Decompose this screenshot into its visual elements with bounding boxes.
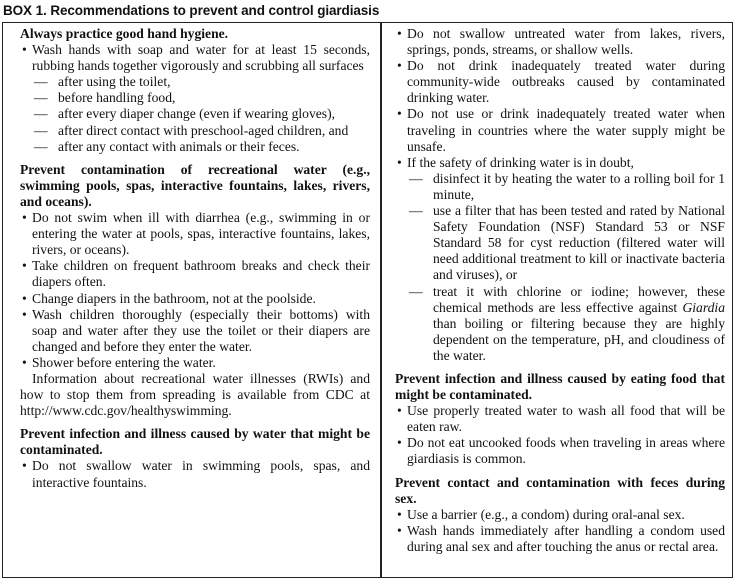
sub-item-text-after: than boiling or filtering because they a… xyxy=(433,315,725,363)
sub-list-item: — after any contact with animals or their… xyxy=(20,139,370,155)
item-text: Do not swim when ill with diarrhea (e.g.… xyxy=(32,210,370,258)
item-text: Shower before entering the water. xyxy=(32,354,216,370)
bullet-icon: • xyxy=(397,26,402,41)
info-paragraph: Information about recreational water ill… xyxy=(20,370,370,419)
list-item: • Take children on frequent bathroom brea… xyxy=(20,258,370,290)
bullet-icon: • xyxy=(397,106,402,122)
list-item: • Use properly treated water to wash all … xyxy=(395,403,725,435)
bullet-icon: • xyxy=(397,435,402,451)
sub-item-text: after any contact with animals or their … xyxy=(58,138,300,154)
section: Always practice good hand hygiene. • Wash … xyxy=(20,26,370,155)
list-item: • Do not drink inadequately treated water… xyxy=(395,58,725,106)
bullet-icon: • xyxy=(22,42,27,58)
bullet-icon: • xyxy=(22,258,27,274)
right-column: • Do not swallow untreated water from lak… xyxy=(395,26,725,562)
sub-item-text: treat it with chlorine or iodine; howeve… xyxy=(433,283,725,315)
section-heading: Always practice good hand hygiene. xyxy=(20,26,229,41)
bullet-icon: • xyxy=(22,354,27,370)
list-item: • If the safety of drinking water is in d… xyxy=(395,155,725,171)
item-text: Do not eat uncooked foods when traveling… xyxy=(407,435,725,467)
item-text: Wash hands immediately after handling a … xyxy=(407,522,725,554)
item-text: Do not use or drink inadequately treated… xyxy=(407,106,725,154)
dash-icon: — xyxy=(409,170,423,186)
italic-term: Giardia xyxy=(682,299,725,315)
section: • Do not swallow untreated water from lak… xyxy=(395,26,725,364)
section: Prevent contamination of recreational wa… xyxy=(20,162,370,420)
bullet-icon: • xyxy=(397,506,402,522)
item-text: Wash hands with soap and water for at le… xyxy=(32,42,370,74)
bullet-icon: • xyxy=(397,58,402,74)
section: Prevent contact and contamination with f… xyxy=(395,475,725,555)
item-text: Do not swallow untreated water from lake… xyxy=(407,26,725,58)
dash-icon: — xyxy=(34,90,48,106)
sub-item-text: before handling food, xyxy=(58,90,176,106)
bullet-icon: • xyxy=(22,290,27,306)
section-heading: Prevent contamination of recreational wa… xyxy=(20,161,370,209)
bullet-icon: • xyxy=(397,403,402,419)
left-column: Always practice good hand hygiene. • Wash … xyxy=(20,26,370,498)
sub-list-item: — use a filter that has been tested and r… xyxy=(395,203,725,283)
list-item: • Use a barrier (e.g., a condom) during o… xyxy=(395,507,725,523)
dash-icon: — xyxy=(409,203,423,219)
sub-list-item: — after using the toilet, xyxy=(20,74,370,90)
sub-list-item: — after direct contact with preschool-age… xyxy=(20,123,370,139)
list-item: • Do not swallow water in swimming pools,… xyxy=(20,458,370,490)
bullet-icon: • xyxy=(22,210,27,226)
sub-item-text: after direct contact with preschool-aged… xyxy=(58,122,349,138)
dash-icon: — xyxy=(34,74,48,90)
bullet-icon: • xyxy=(22,306,27,322)
dash-icon: — xyxy=(34,106,48,122)
sub-list-item: — disinfect it by heating the water to a … xyxy=(395,171,725,203)
item-text: If the safety of drinking water is in do… xyxy=(407,154,634,170)
item-text: Change diapers in the bathroom, not at t… xyxy=(32,290,316,306)
section: Prevent infection and illness caused by … xyxy=(395,371,725,468)
sub-item-text: disinfect it by heating the water to a r… xyxy=(433,170,725,202)
bullet-icon: • xyxy=(397,522,402,538)
sub-list-item: — treat it with chlorine or iodine; howev… xyxy=(395,284,725,364)
section: Prevent infection and illness caused by … xyxy=(20,426,370,490)
list-item: • Do not use or drink inadequately treate… xyxy=(395,106,725,154)
item-text: Take children on frequent bathroom break… xyxy=(32,258,370,290)
sub-list-item: — after every diaper change (even if wear… xyxy=(20,106,370,122)
column-divider xyxy=(380,22,382,578)
list-item: • Shower before entering the water. xyxy=(20,355,370,371)
box-title: BOX 1. Recommendations to prevent and co… xyxy=(3,3,380,18)
list-item: • Wash hands immediately after handling a… xyxy=(395,523,725,555)
dash-icon: — xyxy=(409,283,423,299)
list-item: • Do not swallow untreated water from lak… xyxy=(395,26,725,58)
list-item: • Wash children thoroughly (especially th… xyxy=(20,307,370,355)
list-item: • Do not swim when ill with diarrhea (e.g… xyxy=(20,210,370,258)
item-text: Do not swallow water in swimming pools, … xyxy=(32,458,370,490)
list-item: • Do not eat uncooked foods when travelin… xyxy=(395,435,725,467)
sub-list-item: — before handling food, xyxy=(20,90,370,106)
sub-item-text: after using the toilet, xyxy=(58,74,171,90)
sub-item-text: after every diaper change (even if weari… xyxy=(58,106,336,122)
item-text: Use properly treated water to wash all f… xyxy=(407,403,725,435)
section-heading: Prevent infection and illness caused by … xyxy=(395,370,725,403)
bullet-icon: • xyxy=(22,458,27,474)
dash-icon: — xyxy=(34,122,48,138)
item-text: Wash children thoroughly (especially the… xyxy=(32,306,370,354)
sub-item-text: use a filter that has been tested and ra… xyxy=(433,203,725,283)
item-text: Do not drink inadequately treated water … xyxy=(407,58,725,106)
section-heading: Prevent infection and illness caused by … xyxy=(20,426,370,458)
dash-icon: — xyxy=(34,138,48,154)
box-frame xyxy=(2,22,733,578)
list-item: • Wash hands with soap and water for at l… xyxy=(20,42,370,74)
bullet-icon: • xyxy=(397,154,402,170)
list-item: • Change diapers in the bathroom, not at … xyxy=(20,291,370,307)
item-text: Use a barrier (e.g., a condom) during or… xyxy=(407,506,685,522)
section-heading: Prevent contact and contamination with f… xyxy=(395,474,725,506)
